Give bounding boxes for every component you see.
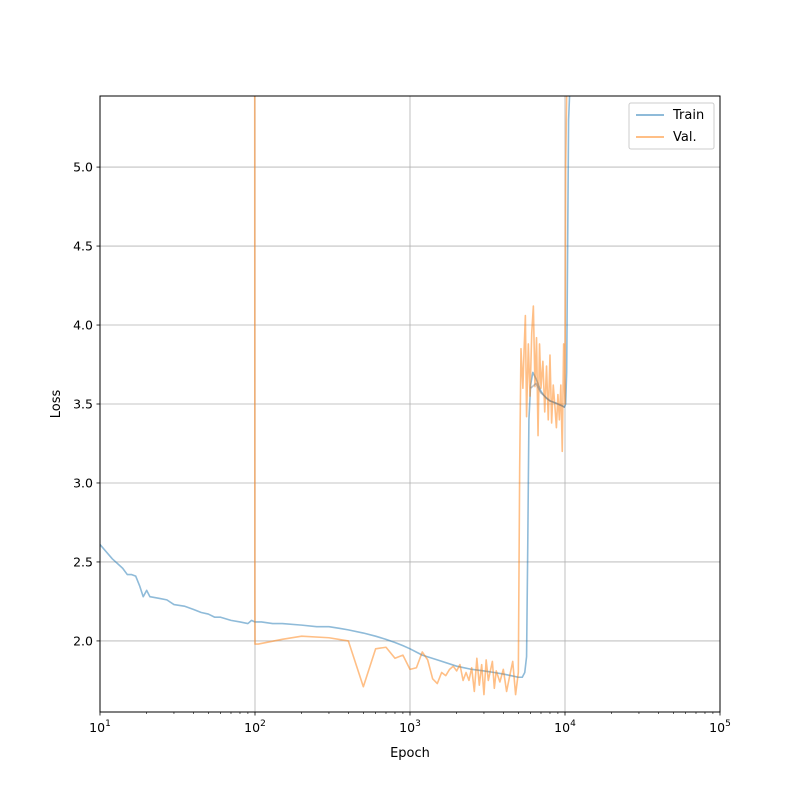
x-tick-label: 105 — [709, 719, 731, 735]
y-tick-label: 5.0 — [73, 160, 93, 175]
series-line-val — [253, 96, 568, 696]
y-axis-label: Loss — [49, 390, 64, 419]
x-tick-label: 103 — [399, 719, 421, 735]
series-lines — [100, 96, 571, 696]
x-tick-label: 102 — [244, 719, 266, 735]
grid — [100, 96, 720, 712]
y-tick-label: 3.5 — [73, 397, 93, 412]
y-tick-label: 2.0 — [73, 633, 93, 648]
series-line-train — [100, 96, 571, 679]
legend-label-val: Val. — [673, 130, 697, 145]
y-tick-label: 3.0 — [73, 475, 93, 490]
y-tick-label: 2.5 — [73, 554, 93, 569]
x-tick-label: 104 — [554, 719, 576, 735]
series-line-overlap-2 — [530, 382, 566, 408]
y-tick-label: 4.0 — [73, 318, 93, 333]
axis-ticks: 101 102 103 104 105 2.0 2.5 3.0 3.5 4.0 4.5 5.0 — [73, 160, 731, 735]
legend: Train Val. — [628, 102, 715, 150]
legend-label-train: Train — [672, 108, 704, 123]
x-axis-label: Epoch — [390, 746, 430, 761]
x-tick-label: 101 — [89, 719, 111, 735]
y-tick-label: 4.5 — [73, 239, 93, 254]
